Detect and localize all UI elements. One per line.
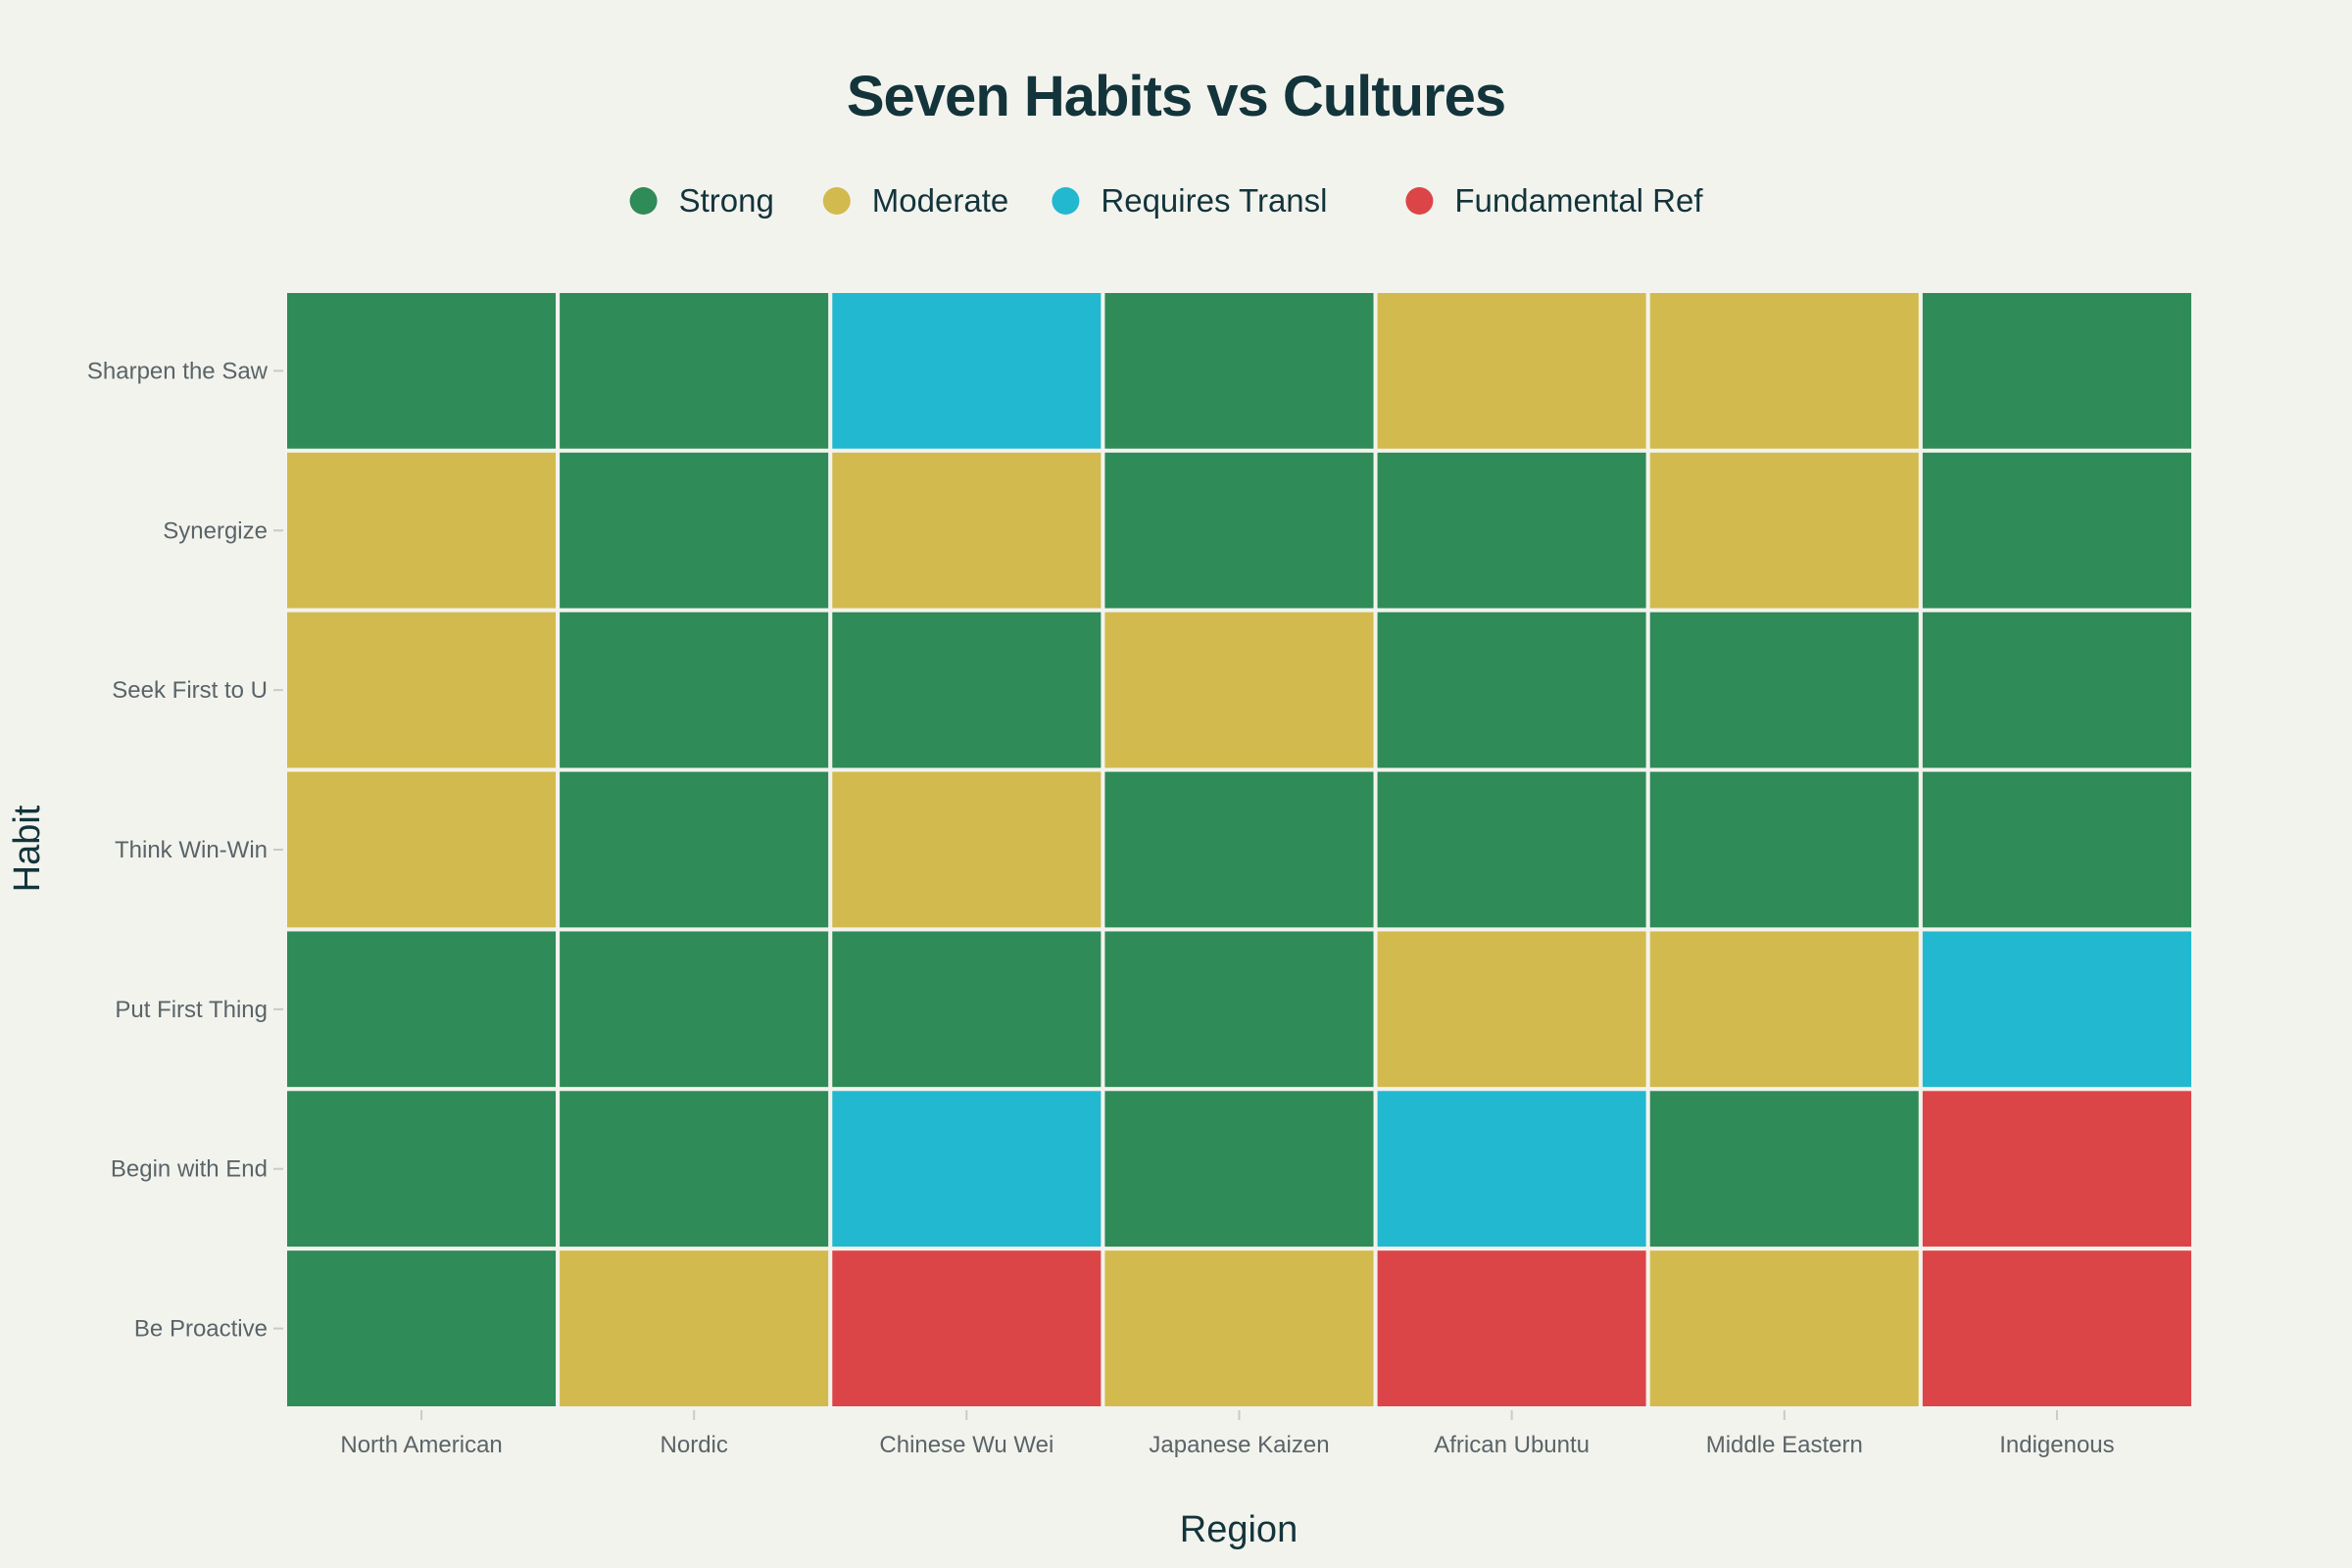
legend-label: Requires Transl (1101, 182, 1327, 219)
y-tick-label: Seek First to U (112, 677, 268, 704)
heatmap-cell-be-proactive-nordic (556, 1247, 833, 1410)
x-tick-label: Japanese Kaizen (1149, 1432, 1329, 1458)
heatmap-cell-be-proactive-indigenous (1918, 1247, 2196, 1410)
heatmap-cell-put-first-thing-african-ubuntu (1373, 927, 1650, 1092)
heatmap-cell-begin-with-end-north-american (283, 1087, 561, 1251)
heatmap-cell-seek-first-to-u-north-american (283, 608, 561, 772)
x-tick-label: Nordic (661, 1432, 728, 1458)
legend-item-fundamental-ref: Fundamental Ref (1405, 182, 1703, 219)
heatmap-cell-synergize-middle-eastern (1645, 448, 1923, 612)
legend-marker (629, 187, 658, 215)
heatmap-cell-begin-with-end-chinese-wu-wei (828, 1087, 1105, 1251)
legend-item-moderate: Moderate (822, 182, 1008, 219)
heatmap-cell-think-win-win-japanese-kaizen (1101, 767, 1378, 932)
heatmap-cell-put-first-thing-middle-eastern (1645, 927, 1923, 1092)
heatmap-cell-synergize-african-ubuntu (1373, 448, 1650, 612)
y-tick-label: Be Proactive (134, 1316, 268, 1343)
legend-marker (1052, 187, 1080, 215)
heatmap-cell-begin-with-end-african-ubuntu (1373, 1087, 1650, 1251)
legend-marker (822, 187, 851, 215)
heatmap-cell-seek-first-to-u-middle-eastern (1645, 608, 1923, 772)
heatmap-cell-put-first-thing-nordic (556, 927, 833, 1092)
heatmap-cell-be-proactive-japanese-kaizen (1101, 1247, 1378, 1410)
heatmap-cell-seek-first-to-u-japanese-kaizen (1101, 608, 1378, 772)
legend-label: Strong (679, 182, 774, 219)
heatmap-cell-think-win-win-chinese-wu-wei (828, 767, 1105, 932)
heatmap-cell-synergize-chinese-wu-wei (828, 448, 1105, 612)
heatmap-cell-begin-with-end-nordic (556, 1087, 833, 1251)
heatmap-cell-be-proactive-north-american (283, 1247, 561, 1410)
heatmap-cell-think-win-win-north-american (283, 767, 561, 932)
heatmap-cell-sharpen-the-saw-nordic (556, 289, 833, 453)
heatmap-cell-put-first-thing-north-american (283, 927, 561, 1092)
x-tick-label: Middle Eastern (1706, 1432, 1863, 1458)
heatmap-cell-think-win-win-african-ubuntu (1373, 767, 1650, 932)
heatmap-cell-sharpen-the-saw-chinese-wu-wei (828, 289, 1105, 453)
heatmap-cell-sharpen-the-saw-african-ubuntu (1373, 289, 1650, 453)
x-tick-label: Indigenous (1999, 1432, 2114, 1458)
heatmap-cell-begin-with-end-japanese-kaizen (1101, 1087, 1378, 1251)
y-tick-label: Think Win-Win (115, 837, 268, 863)
legend: Strong Moderate Requires Transl Fundamental… (629, 182, 1703, 219)
heatmap-cell-seek-first-to-u-african-ubuntu (1373, 608, 1650, 772)
heatmap-cell-synergize-indigenous (1918, 448, 2196, 612)
heatmap-cell-synergize-north-american (283, 448, 561, 612)
heatmap-cell-seek-first-to-u-nordic (556, 608, 833, 772)
y-axis-ticks: Sharpen the Saw Synergize Seek First to U T… (87, 358, 283, 1343)
y-tick-label: Synergize (163, 517, 268, 544)
x-tick-label: North American (340, 1432, 502, 1458)
y-tick-label: Begin with End (111, 1156, 268, 1183)
heatmap-cell-sharpen-the-saw-indigenous (1918, 289, 2196, 453)
heatmap-cell-put-first-thing-chinese-wu-wei (828, 927, 1105, 1092)
heatmap-cell-synergize-nordic (556, 448, 833, 612)
heatmap-cell-be-proactive-middle-eastern (1645, 1247, 1923, 1410)
heatmap-cells (283, 289, 2196, 1410)
heatmap-cell-put-first-thing-japanese-kaizen (1101, 927, 1378, 1092)
y-tick-label: Sharpen the Saw (87, 358, 269, 384)
chart-title: Seven Habits vs Cultures (847, 65, 1505, 128)
legend-label: Moderate (872, 182, 1008, 219)
heatmap-cell-synergize-japanese-kaizen (1101, 448, 1378, 612)
heatmap-cell-begin-with-end-middle-eastern (1645, 1087, 1923, 1251)
heatmap-cell-sharpen-the-saw-middle-eastern (1645, 289, 1923, 453)
x-axis-ticks: North American Nordic Chinese Wu Wei Japane… (340, 1410, 2115, 1458)
legend-item-strong: Strong (629, 182, 774, 219)
heatmap-cell-be-proactive-chinese-wu-wei (828, 1247, 1105, 1410)
x-axis-title: Region (1180, 1509, 1298, 1550)
y-tick-label: Put First Thing (115, 997, 268, 1023)
heatmap-cell-think-win-win-middle-eastern (1645, 767, 1923, 932)
x-tick-label: Chinese Wu Wei (879, 1432, 1054, 1458)
heatmap-cell-think-win-win-indigenous (1918, 767, 2196, 932)
legend-label: Fundamental Ref (1454, 182, 1703, 219)
legend-item-requires-transl: Requires Transl (1052, 182, 1328, 219)
heatmap-cell-seek-first-to-u-chinese-wu-wei (828, 608, 1105, 772)
heatmap-cell-put-first-thing-indigenous (1918, 927, 2196, 1092)
legend-marker (1405, 187, 1434, 215)
heatmap-cell-seek-first-to-u-indigenous (1918, 608, 2196, 772)
heatmap-cell-think-win-win-nordic (556, 767, 833, 932)
y-axis-title: Habit (7, 805, 48, 892)
heatmap-cell-be-proactive-african-ubuntu (1373, 1247, 1650, 1410)
heatmap-cell-sharpen-the-saw-japanese-kaizen (1101, 289, 1378, 453)
heatmap-cell-begin-with-end-indigenous (1918, 1087, 2196, 1251)
heatmap-cell-sharpen-the-saw-north-american (283, 289, 561, 453)
x-tick-label: African Ubuntu (1434, 1432, 1590, 1458)
